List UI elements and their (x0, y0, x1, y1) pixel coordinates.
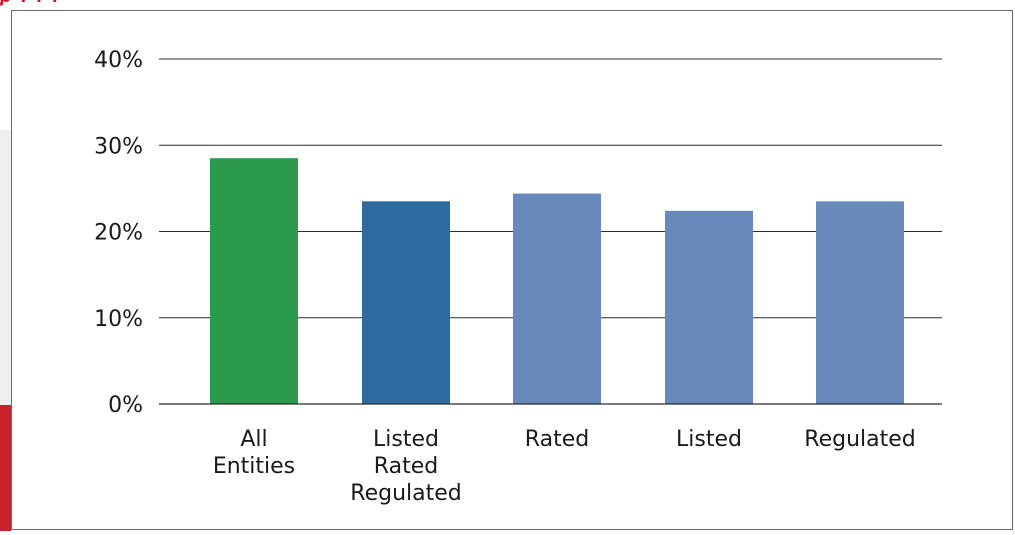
y-tick-label: 10% (94, 307, 143, 332)
x-tick-label-line: Listed (373, 427, 439, 452)
x-tick-label-line: All (240, 427, 267, 452)
bar (665, 210, 753, 404)
x-tick-label: All Entities (213, 427, 295, 479)
x-tick-label: Listed Rated Regulated (350, 427, 461, 506)
bar (362, 201, 450, 404)
x-tick-label-line: Rated (374, 454, 438, 479)
x-tick-label-line: Entities (213, 454, 295, 479)
x-tick-label-line: Regulated (350, 481, 461, 506)
x-tick-label-line: Rated (525, 427, 589, 452)
chart-panel: 0% 10% 20% 30% 40% All Entities Listed Rated Reg… (11, 10, 1013, 530)
y-tick-label: 0% (108, 393, 143, 418)
x-tick-label-line: Regulated (804, 427, 915, 452)
red-accent-bar (0, 405, 11, 531)
x-tick-label: Regulated (804, 427, 915, 452)
x-tick-label: Listed (676, 427, 742, 452)
y-tick-label: 20% (94, 221, 143, 246)
cropped-heading-fragment: p . . . . . ; . . ; ; . (0, 0, 60, 6)
x-tick-label-line: Listed (676, 427, 742, 452)
x-tick-label: Rated (525, 427, 589, 452)
y-tick-labels: 0% 10% 20% 30% 40% (94, 48, 143, 418)
y-tick-label: 30% (94, 134, 143, 159)
y-tick-label: 40% (94, 48, 143, 73)
bar (513, 193, 601, 404)
bars (210, 158, 904, 404)
left-page-strip (0, 130, 11, 531)
bar (210, 158, 298, 404)
bar (816, 201, 904, 404)
